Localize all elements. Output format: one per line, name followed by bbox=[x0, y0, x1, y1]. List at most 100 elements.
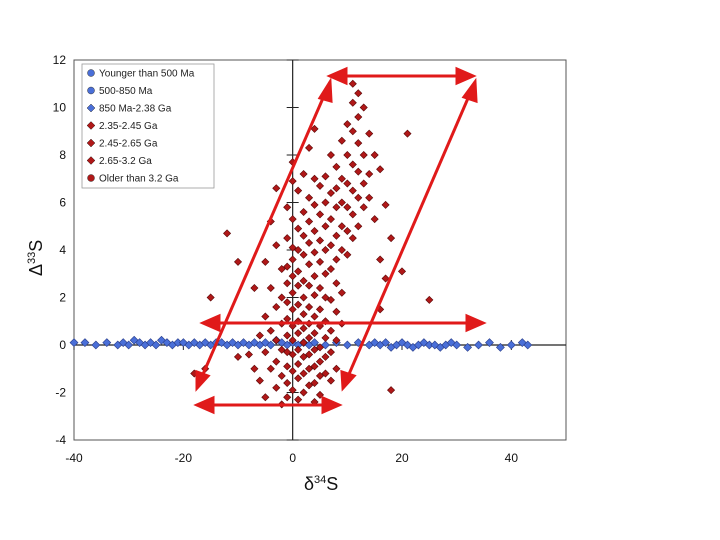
data-point-red bbox=[283, 234, 292, 243]
arrowhead bbox=[195, 369, 211, 392]
data-point-red bbox=[299, 352, 308, 361]
data-point-red bbox=[365, 193, 374, 202]
data-point-red bbox=[261, 257, 270, 266]
data-point-red bbox=[299, 369, 308, 378]
data-point-red bbox=[315, 283, 325, 293]
data-point-red bbox=[305, 260, 314, 269]
data-point-red bbox=[315, 257, 325, 266]
data-point-red bbox=[299, 231, 308, 240]
data-point-red bbox=[315, 357, 325, 366]
data-point-blue bbox=[69, 338, 79, 348]
data-point-red bbox=[299, 310, 308, 319]
data-point-red bbox=[365, 169, 374, 179]
data-point-blue bbox=[124, 340, 134, 350]
data-point-red bbox=[337, 245, 346, 255]
data-point-red bbox=[288, 255, 297, 264]
data-point-red bbox=[397, 267, 407, 276]
arrowhead bbox=[193, 395, 215, 415]
arrowhead bbox=[199, 313, 221, 333]
data-point-red bbox=[305, 143, 314, 152]
data-point-red bbox=[315, 371, 325, 380]
data-point-red bbox=[326, 376, 335, 385]
data-point-red bbox=[343, 250, 352, 259]
data-point-red bbox=[305, 281, 314, 290]
x-tick-label: -20 bbox=[175, 451, 193, 465]
data-point-red bbox=[261, 348, 270, 357]
data-point-red bbox=[332, 279, 341, 288]
data-point-blue bbox=[91, 340, 101, 350]
y-tick-label: 4 bbox=[59, 243, 66, 257]
legend-label: 2.65-3.2 Ga bbox=[99, 156, 152, 167]
legend-label: Older than 3.2 Ga bbox=[99, 174, 179, 185]
x-tick-label: 0 bbox=[289, 451, 296, 465]
data-point-red bbox=[359, 179, 368, 188]
data-point-red bbox=[294, 186, 303, 195]
legend-box bbox=[81, 63, 215, 189]
x-tick-label: 20 bbox=[395, 451, 409, 465]
y-tick-label: 12 bbox=[53, 53, 67, 67]
data-point-blue bbox=[381, 338, 391, 348]
y-tick-labels: -4 -2 0 2 4 6 8 10 12 bbox=[53, 53, 67, 447]
arrowhead bbox=[461, 77, 478, 104]
data-point-blue bbox=[266, 340, 276, 350]
data-point-red bbox=[332, 364, 341, 373]
data-point-red bbox=[233, 352, 243, 361]
arrowhead bbox=[326, 66, 348, 86]
data-point-red bbox=[283, 348, 292, 357]
data-point-red bbox=[321, 198, 330, 207]
data-point-red bbox=[283, 393, 292, 402]
data-point-red bbox=[266, 326, 275, 335]
data-point-red bbox=[250, 364, 259, 373]
data-point-red bbox=[294, 359, 303, 369]
y-tick-label: 10 bbox=[53, 101, 67, 115]
data-point-red bbox=[288, 288, 297, 297]
data-point-red bbox=[261, 393, 270, 402]
data-point-red bbox=[321, 369, 330, 378]
data-point-red bbox=[266, 283, 275, 293]
data-point-red bbox=[294, 281, 303, 290]
data-point-red bbox=[326, 188, 335, 198]
parallelogram-right-edge bbox=[341, 81, 477, 389]
data-point-red bbox=[305, 364, 314, 373]
data-point-red bbox=[299, 338, 308, 347]
data-point-red bbox=[310, 174, 319, 183]
data-point-red bbox=[332, 307, 341, 316]
data-point-red bbox=[343, 203, 352, 212]
data-point-blue bbox=[506, 340, 516, 350]
legend-marker bbox=[87, 69, 95, 77]
data-point-red bbox=[272, 357, 281, 366]
data-point-red bbox=[288, 350, 297, 359]
data-point-red bbox=[348, 127, 357, 136]
data-point-red bbox=[288, 215, 297, 224]
data-point-red bbox=[403, 129, 412, 138]
legend-label: 500-850 Ma bbox=[99, 86, 153, 97]
data-point-red bbox=[272, 241, 281, 250]
data-point-red bbox=[310, 312, 319, 321]
data-point-red bbox=[376, 255, 385, 264]
data-point-red bbox=[294, 374, 303, 383]
red-series bbox=[190, 79, 434, 409]
data-point-red bbox=[283, 262, 292, 271]
data-point-red bbox=[376, 165, 385, 174]
data-point-red bbox=[299, 293, 308, 302]
data-point-red bbox=[305, 381, 314, 390]
legend-marker bbox=[86, 121, 96, 130]
data-point-red bbox=[326, 348, 335, 357]
data-point-red bbox=[332, 203, 341, 212]
data-point-red bbox=[223, 229, 232, 238]
data-point-red bbox=[354, 139, 363, 148]
data-point-red bbox=[326, 150, 335, 160]
data-point-red bbox=[250, 283, 259, 293]
x-tick-label: -40 bbox=[65, 451, 83, 465]
data-point-blue bbox=[495, 342, 505, 352]
data-point-red bbox=[321, 172, 330, 181]
data-point-red bbox=[370, 215, 379, 224]
data-point-red bbox=[332, 162, 341, 171]
data-point-red bbox=[272, 336, 281, 345]
data-point-blue bbox=[485, 338, 494, 348]
data-point-red bbox=[315, 305, 325, 314]
data-point-red bbox=[337, 174, 346, 183]
parallelogram-left-edge bbox=[195, 81, 332, 389]
data-point-red bbox=[321, 293, 330, 302]
